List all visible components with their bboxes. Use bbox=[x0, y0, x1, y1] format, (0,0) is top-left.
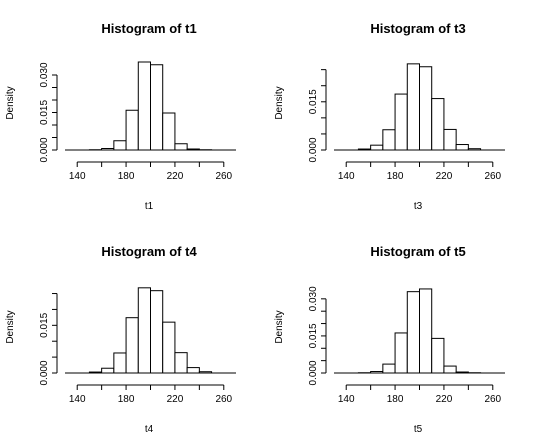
x-tick-label: 220 bbox=[436, 171, 453, 182]
histogram-bar bbox=[101, 148, 115, 151]
y-tick-label: 0.000 bbox=[39, 137, 50, 162]
chart-title: Histogram of t4 bbox=[101, 244, 197, 259]
histogram-bar bbox=[150, 64, 164, 151]
histogram-bar bbox=[419, 288, 433, 374]
x-tick-label: 260 bbox=[484, 171, 501, 182]
histogram-bar bbox=[113, 352, 127, 374]
histogram-bar bbox=[137, 61, 152, 151]
chart-title: Histogram of t1 bbox=[101, 21, 196, 36]
histogram-bar bbox=[162, 112, 176, 151]
y-axis-label: Density bbox=[5, 86, 16, 119]
histogram-bar bbox=[113, 140, 127, 151]
y-tick-label: 0.015 bbox=[308, 89, 319, 114]
y-axis-label: Density bbox=[274, 310, 285, 343]
histogram-panel-2: Histogram of t3 t3 Density 0.000 0.015 140… bbox=[274, 21, 505, 212]
histogram-bar bbox=[88, 371, 103, 374]
x-axis-label: t5 bbox=[414, 424, 423, 435]
histogram-bar bbox=[419, 66, 433, 151]
histogram-bar bbox=[455, 144, 469, 151]
x-tick-label: 260 bbox=[484, 394, 501, 405]
histogram-bar bbox=[370, 144, 384, 151]
histogram-bar bbox=[443, 128, 457, 151]
histogram-bar bbox=[431, 337, 445, 374]
x-tick-label: 180 bbox=[118, 171, 135, 182]
histogram-bar bbox=[370, 371, 384, 374]
x-tick-label: 180 bbox=[387, 171, 404, 182]
y-axis-label: Density bbox=[274, 86, 285, 119]
x-tick-label: 140 bbox=[338, 171, 355, 182]
histogram-bar bbox=[467, 148, 482, 151]
y-axis-label: Density bbox=[5, 310, 16, 343]
histogram-bar bbox=[174, 352, 188, 374]
y-tick-label: 0.030 bbox=[39, 62, 50, 87]
histogram-bar bbox=[455, 371, 469, 374]
histogram-bar bbox=[382, 363, 396, 374]
x-tick-label: 140 bbox=[338, 394, 355, 405]
histogram-bar bbox=[101, 367, 115, 374]
histogram-bar bbox=[406, 63, 420, 151]
histogram-bar bbox=[174, 143, 188, 151]
histogram-bar bbox=[150, 290, 164, 374]
histogram-bar bbox=[382, 129, 396, 151]
x-tick-label: 140 bbox=[69, 394, 86, 405]
x-tick-label: 260 bbox=[215, 171, 232, 182]
chart-title: Histogram of t5 bbox=[370, 244, 465, 259]
histogram-bar bbox=[162, 321, 176, 374]
histogram-bar bbox=[186, 148, 200, 151]
histogram-panel-4: Histogram of t5 t5 Density 0.000 0.015 0.0… bbox=[274, 244, 505, 435]
histogram-bar bbox=[198, 371, 213, 374]
y-tick-label: 0.000 bbox=[39, 360, 50, 385]
y-tick-label: 0.000 bbox=[308, 137, 319, 162]
x-tick-label: 180 bbox=[387, 394, 404, 405]
x-axis-label: t1 bbox=[145, 201, 154, 212]
histogram-bar bbox=[125, 109, 139, 151]
x-axis-label: t3 bbox=[414, 201, 423, 212]
histogram-panel-3: Histogram of t4 t4 Density 0.000 0.015 140… bbox=[5, 244, 236, 435]
x-tick-label: 220 bbox=[436, 394, 453, 405]
x-tick-label: 260 bbox=[215, 394, 232, 405]
y-tick-label: 0.015 bbox=[308, 323, 319, 348]
chart-title: Histogram of t3 bbox=[370, 21, 465, 36]
histogram-panel-1: Histogram of t1 t1 Density 0.000 0.015 0.0… bbox=[5, 21, 236, 212]
histogram-bar bbox=[406, 291, 420, 374]
x-tick-label: 180 bbox=[118, 394, 135, 405]
histogram-bar bbox=[443, 365, 457, 374]
histogram-bar bbox=[186, 367, 200, 374]
histogram-bar bbox=[394, 332, 408, 374]
y-tick-label: 0.000 bbox=[308, 360, 319, 385]
x-tick-label: 220 bbox=[167, 394, 184, 405]
x-tick-label: 140 bbox=[69, 171, 86, 182]
x-axis-label: t4 bbox=[145, 424, 154, 435]
y-tick-label: 0.030 bbox=[308, 286, 319, 311]
y-tick-label: 0.015 bbox=[39, 312, 50, 337]
y-tick-label: 0.015 bbox=[39, 100, 50, 125]
histogram-bar bbox=[394, 93, 408, 151]
histogram-bar bbox=[137, 287, 152, 374]
histogram-bar bbox=[125, 317, 139, 374]
histogram-bar bbox=[357, 148, 372, 151]
x-tick-label: 220 bbox=[167, 171, 184, 182]
histogram-bar bbox=[431, 98, 445, 151]
